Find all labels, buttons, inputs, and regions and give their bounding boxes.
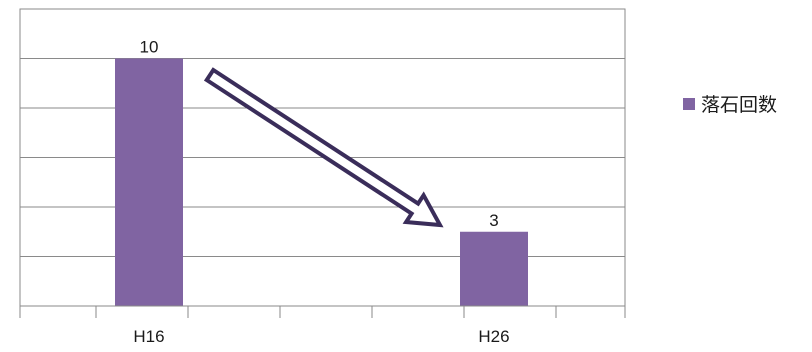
data-label: 3 bbox=[489, 211, 498, 230]
x-axis-ticks bbox=[19, 306, 626, 318]
data-label: 10 bbox=[140, 38, 159, 57]
bar-H26 bbox=[460, 231, 528, 306]
x-tick-label: H16 bbox=[133, 327, 164, 346]
legend-swatch bbox=[683, 97, 695, 110]
bar-H16 bbox=[115, 58, 183, 306]
trend-arrow-icon bbox=[203, 67, 444, 228]
data-labels: 10 3 bbox=[140, 38, 499, 230]
arrow-shape bbox=[203, 67, 444, 228]
x-axis-labels: H16 H26 bbox=[133, 327, 509, 346]
legend: 落石回数 bbox=[683, 90, 777, 117]
legend-label: 落石回数 bbox=[701, 94, 778, 116]
x-tick-label: H26 bbox=[478, 327, 509, 346]
bars bbox=[115, 58, 528, 306]
